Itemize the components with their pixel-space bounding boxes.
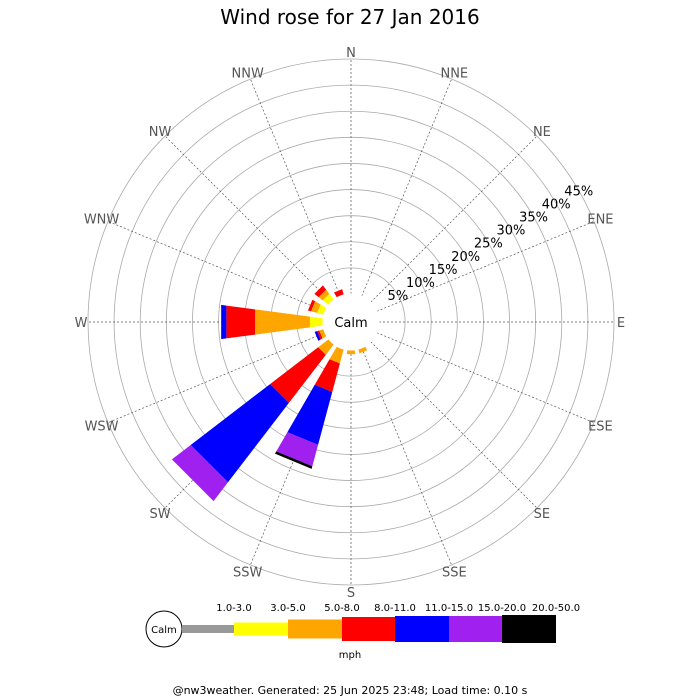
calm-center: Calm bbox=[322, 293, 380, 351]
bar-nw-bin-3 bbox=[314, 285, 327, 298]
legend-label-0: 1.0-3.0 bbox=[216, 603, 251, 614]
legend-swatch-6 bbox=[502, 615, 556, 643]
wind-rose-bars bbox=[171, 285, 368, 502]
bar-sw-bin-5 bbox=[171, 445, 228, 502]
spoke-ne bbox=[370, 135, 538, 303]
legend-label-1: 3.0-5.0 bbox=[270, 603, 305, 614]
ring-5 bbox=[192, 163, 510, 481]
legend-calm-label: Calm bbox=[151, 625, 177, 636]
spoke-wnw bbox=[107, 221, 326, 312]
direction-label-s: S bbox=[347, 586, 355, 601]
bar-wsw-bin-3 bbox=[317, 330, 323, 340]
legend-label-2: 5.0-8.0 bbox=[324, 603, 359, 614]
direction-label-wnw: WNW bbox=[84, 213, 120, 228]
spoke-se bbox=[370, 341, 538, 509]
bar-wnw-bin-1 bbox=[317, 304, 327, 315]
ring-labels: 5%10%15%20%25%30%35%40%45% bbox=[388, 185, 594, 304]
calm-label: Calm bbox=[334, 316, 367, 331]
legend-label-6: 20.0-50.0 bbox=[532, 603, 580, 614]
direction-label-e: E bbox=[617, 316, 625, 331]
spoke-wsw bbox=[107, 332, 326, 423]
ring-label-7: 35% bbox=[519, 211, 548, 226]
ring-label-8: 40% bbox=[542, 198, 571, 213]
legend-label-4: 11.0-15.0 bbox=[425, 603, 473, 614]
ring-label-3: 15% bbox=[429, 263, 458, 278]
bar-w-bin-4 bbox=[221, 304, 227, 340]
bar-ssw-bin-6 bbox=[274, 451, 313, 469]
bar-w-bin-3 bbox=[226, 305, 256, 339]
bar-wsw-bin-4 bbox=[314, 331, 321, 341]
legend-label-3: 8.0-11.0 bbox=[374, 603, 416, 614]
bar-ssw-bin-3 bbox=[314, 359, 340, 393]
spoke-ene bbox=[376, 221, 595, 312]
ring-label-9: 45% bbox=[564, 185, 593, 200]
legend-swatch-5 bbox=[449, 616, 502, 642]
ring-label-2: 10% bbox=[406, 276, 435, 291]
bar-wnw-bin-2 bbox=[311, 301, 321, 313]
bar-nw-bin-2 bbox=[318, 289, 330, 301]
direction-label-w: W bbox=[75, 316, 88, 331]
spoke-nnw bbox=[250, 78, 341, 297]
direction-label-nw: NW bbox=[149, 125, 172, 140]
legend-swatch-0 bbox=[182, 625, 234, 633]
legend-swatch-1 bbox=[234, 622, 288, 636]
bar-ssw-bin-2 bbox=[329, 346, 344, 364]
direction-label-ne: NE bbox=[533, 125, 551, 140]
direction-label-sse: SSE bbox=[442, 565, 467, 580]
bar-sw-bin-2 bbox=[318, 339, 334, 355]
legend-unit-label: mph bbox=[339, 650, 361, 661]
direction-label-ssw: SSW bbox=[233, 565, 263, 580]
chart-title: Wind rose for 27 Jan 2016 bbox=[220, 5, 479, 29]
direction-label-se: SE bbox=[534, 507, 550, 522]
bar-wnw-bin-3 bbox=[307, 299, 316, 312]
direction-label-n: N bbox=[346, 46, 356, 61]
calm-circle bbox=[322, 293, 380, 351]
spoke-sse bbox=[361, 347, 452, 566]
direction-label-ese: ESE bbox=[588, 419, 613, 434]
spoke-ese bbox=[376, 332, 595, 423]
bar-w-bin-1 bbox=[309, 316, 323, 328]
bar-ssw-bin-4 bbox=[287, 384, 333, 445]
bar-s-bin-2 bbox=[346, 350, 356, 355]
spoke-nw bbox=[164, 135, 332, 303]
bar-w-bin-2 bbox=[255, 309, 310, 335]
ring-label-5: 25% bbox=[474, 237, 503, 252]
footer-text: @nw3weather. Generated: 25 Jun 2025 23:4… bbox=[173, 684, 528, 697]
spoke-nne bbox=[361, 78, 452, 297]
ring-9 bbox=[87, 58, 615, 586]
ring-label-4: 20% bbox=[451, 250, 480, 265]
bar-ssw-bin-5 bbox=[276, 432, 319, 467]
direction-label-sw: SW bbox=[150, 507, 171, 522]
direction-label-nne: NNE bbox=[440, 67, 468, 82]
ring-label-1: 5% bbox=[388, 289, 409, 304]
legend-swatch-2 bbox=[288, 619, 342, 639]
bar-sw-bin-4 bbox=[190, 384, 289, 483]
ring-7 bbox=[139, 110, 563, 534]
bar-wsw-bin-2 bbox=[319, 329, 327, 339]
bar-sw-bin-3 bbox=[270, 347, 326, 403]
direction-label-nnw: NNW bbox=[232, 67, 264, 82]
speed-legend: Calm 1.0-3.0 3.0-5.0 5.0-8.0 8.0-11.0 11.0-15… bbox=[145, 603, 580, 661]
bar-sse-bin-2 bbox=[358, 346, 368, 354]
direction-label-wsw: WSW bbox=[85, 419, 119, 434]
legend-swatch-4 bbox=[395, 616, 449, 642]
legend-label-5: 15.0-20.0 bbox=[478, 603, 526, 614]
direction-label-ene: ENE bbox=[587, 213, 613, 228]
legend-swatch-3 bbox=[342, 617, 395, 641]
ring-label-6: 30% bbox=[496, 224, 525, 239]
direction-labels: N NNE NE ENE E ESE SE SSE S SSW SW WSW W WNW NW NNW bbox=[75, 46, 626, 601]
